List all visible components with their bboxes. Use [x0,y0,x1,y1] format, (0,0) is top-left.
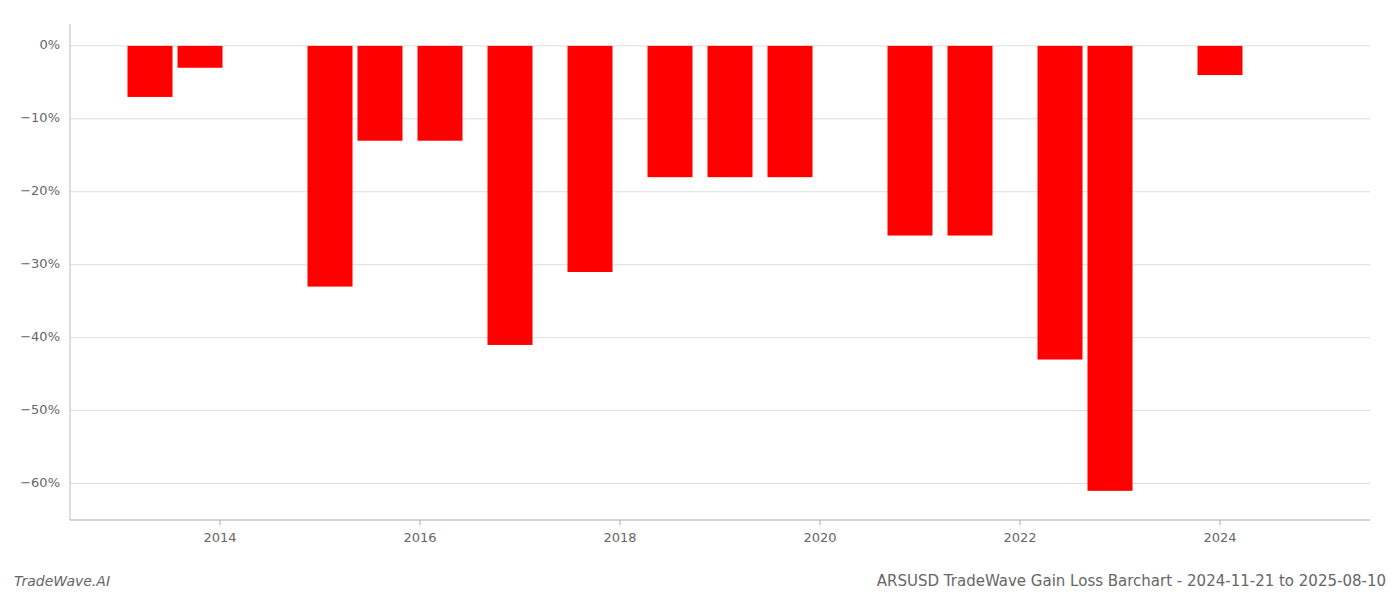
grid-line [70,410,1370,411]
bar [1198,46,1243,75]
y-tick-label: −10% [20,110,60,125]
bar [948,46,993,236]
bar [178,46,223,68]
y-tick-label: −40% [20,329,60,344]
x-tick-label: 2014 [203,530,236,545]
bar [128,46,173,97]
grid [70,46,1370,484]
x-tick [1020,520,1021,525]
y-axis: 0% −10% −20% −30% −40% −50% −60% [20,24,70,520]
y-axis-line [70,24,71,520]
bar [488,46,533,345]
x-tick-label: 2022 [1003,530,1036,545]
bar [358,46,403,141]
x-tick-label: 2020 [803,530,836,545]
x-tick [420,520,421,525]
x-axis: 2014 2016 2018 2020 2022 2024 [70,520,1370,545]
y-tick-label: −60% [20,475,60,490]
x-tick [1220,520,1221,525]
y-tick-label: 0% [39,37,60,52]
bar [648,46,693,177]
bar [418,46,463,141]
bar [568,46,613,272]
bar [308,46,353,287]
grid-line [70,483,1370,484]
x-tick [220,520,221,525]
bar [1088,46,1133,491]
bars [128,46,1243,491]
chart: 0%−10%−20%−30%−40%−50%−60%20142016201820… [0,0,1400,600]
x-tick [820,520,821,525]
x-tick-label: 2016 [403,530,436,545]
grid-line [70,191,1370,192]
grid-line [70,337,1370,338]
bar [708,46,753,177]
y-tick-label: −50% [20,402,60,417]
title: ARSUSD TradeWave Gain Loss Barchart - 20… [877,572,1386,590]
y-tick-label: −30% [20,256,60,271]
x-tick-label: 2024 [1203,530,1236,545]
x-axis-line [70,520,1370,521]
y-tick-label: −20% [20,183,60,198]
watermark: TradeWave.AI [14,573,110,589]
bar [888,46,933,236]
x-tick [620,520,621,525]
bar [768,46,813,177]
x-tick-label: 2018 [603,530,636,545]
bar [1038,46,1083,360]
grid-line [70,264,1370,265]
